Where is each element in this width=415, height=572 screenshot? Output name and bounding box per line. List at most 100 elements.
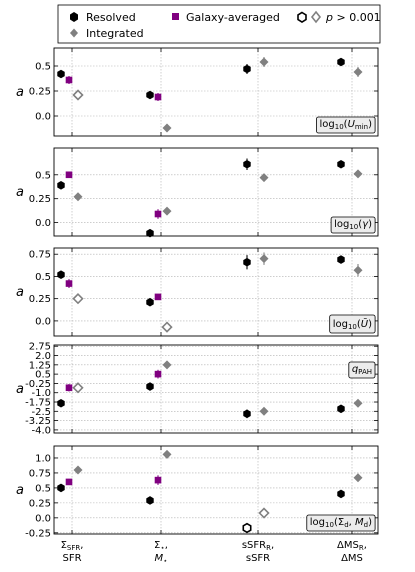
- data-point-integrated: [258, 507, 270, 519]
- data-point-integrated: [161, 321, 173, 333]
- chart-panel: 2.752.01.250.5-0.25-1.0-1.75-2.5-3.25-4.…: [16, 342, 379, 436]
- y-tick-label: 0.75: [29, 468, 51, 479]
- y-axis-label: a: [16, 185, 24, 200]
- panel-label-text: log10(Ū): [333, 317, 372, 331]
- y-tick-label: 0.0: [35, 316, 51, 327]
- y-tick-label: 0.5: [35, 370, 51, 381]
- y-axis-label: a: [16, 483, 24, 498]
- data-point-integrated: [73, 465, 83, 475]
- legend-marker-galaxy-averaged: [172, 13, 179, 20]
- legend-label-integrated: Integrated: [86, 27, 144, 40]
- legend: Resolved Integrated Galaxy-averaged p > …: [57, 4, 381, 44]
- panel-label-text: qPAH: [352, 364, 372, 376]
- data-point-galaxy-averaged: [65, 384, 73, 392]
- data-point-resolved: [337, 57, 345, 67]
- y-tick-label: -3.25: [25, 416, 51, 427]
- y-tick-label: 2.75: [29, 342, 51, 353]
- data-point-integrated: [162, 123, 172, 133]
- panel-label-box: [316, 116, 376, 134]
- data-point-resolved: [146, 228, 154, 238]
- legend-label-galaxy-averaged: Galaxy-averaged: [186, 11, 280, 24]
- chart-panel: 0.5 0.25 0.0 a log10(γ): [16, 147, 379, 238]
- chart-panel: 0.75 0.5 0.25 0.0 a log10(Ū): [16, 247, 379, 337]
- data-point-resolved: [243, 64, 251, 74]
- y-tick-label: -0.25: [25, 379, 51, 390]
- legend-item-galaxy-averaged: Galaxy-averaged: [172, 11, 280, 24]
- y-tick-label: 0.25: [29, 194, 51, 205]
- data-point-galaxy-averaged: [154, 370, 162, 378]
- x-tick-label-line2: sSFR: [246, 553, 270, 564]
- data-point-resolved: [57, 398, 65, 408]
- legend-item-nonsignificant: p > 0.001: [297, 10, 381, 24]
- legend-item-resolved: Resolved: [70, 11, 136, 24]
- data-point-galaxy-averaged: [65, 76, 73, 84]
- legend-marker-resolved: [70, 12, 78, 22]
- panel-frame: [53, 344, 379, 434]
- y-tick-label: 0.5: [35, 483, 51, 494]
- x-tick-label-line1: Σ⋆,: [154, 540, 168, 552]
- data-point-integrated: [259, 406, 269, 416]
- data-point-integrated: [353, 473, 363, 483]
- panel-label: qPAH: [348, 361, 376, 379]
- y-axis-label: a: [16, 285, 24, 300]
- chart-panel: 0.5 0.25 0.0 a log10(Umin): [16, 47, 379, 137]
- y-tick-label: -0.25: [25, 528, 51, 539]
- x-tick-labels: ΣSFR,SFR Σ⋆,M⋆ sSFRR,sSFR ΔMSR,ΔMS: [61, 540, 367, 565]
- panel-label-box: [330, 216, 376, 234]
- data-point-galaxy-averaged: [65, 280, 73, 287]
- data-point-integrated: [259, 254, 269, 264]
- y-tick-label: -4.0: [31, 425, 51, 436]
- legend-label-resolved: Resolved: [86, 11, 136, 24]
- legend-marker-integrated: [70, 28, 78, 38]
- y-tick-label: 0.0: [35, 218, 51, 229]
- data-point-resolved: [146, 382, 154, 391]
- panel-frame: [53, 47, 379, 137]
- data-point-resolved: [57, 181, 65, 190]
- panel-label-text: log10(Umin): [319, 119, 372, 131]
- data-point-resolved: [337, 489, 345, 499]
- x-tick-label-line2: M⋆: [154, 553, 167, 565]
- data-point-integrated: [162, 360, 172, 370]
- y-tick-label: 0.0: [35, 112, 51, 123]
- data-point-galaxy-averaged: [154, 293, 162, 301]
- y-axis-label: a: [16, 85, 24, 100]
- y-tick-label: -1.0: [31, 388, 51, 399]
- chart-panel: 1.0 0.75 0.5 0.25 0.0 -0.25 a log10(Σd, Md): [16, 445, 379, 539]
- data-point-resolved: [337, 255, 345, 264]
- data-point-integrated: [162, 449, 172, 459]
- y-tick-label: 0.75: [29, 250, 51, 261]
- data-point-integrated: [259, 173, 269, 183]
- panel-label-text: log10(Σd, Md): [310, 517, 372, 529]
- panel-label-text: log10(γ): [334, 219, 372, 231]
- legend-marker-open-diamond: [310, 10, 322, 24]
- data-point-integrated: [353, 265, 363, 275]
- y-axis-label: a: [16, 382, 24, 397]
- y-tick-label: 1.0: [35, 453, 51, 464]
- legend-label-nonsignificant: p > 0.001: [325, 11, 381, 24]
- data-point-integrated: [162, 206, 172, 216]
- data-point-resolved: [146, 496, 154, 505]
- data-point-integrated: [73, 192, 83, 202]
- data-point-resolved: [146, 90, 154, 100]
- data-point-resolved: [146, 297, 154, 307]
- panel-label: log10(Ū): [329, 314, 376, 334]
- data-point-resolved: [243, 257, 251, 267]
- data-point-integrated: [353, 67, 363, 77]
- data-point-galaxy-averaged: [65, 478, 73, 486]
- legend-frame: [57, 4, 381, 44]
- x-tick-label-line1: ΔMSR,: [337, 540, 367, 552]
- y-tick-label: 0.5: [35, 170, 51, 181]
- panel-frame: [53, 147, 379, 237]
- panel-label: log10(γ): [330, 216, 376, 234]
- y-tick-label: -1.75: [25, 398, 51, 409]
- y-tick-label: 0.0: [35, 513, 51, 524]
- panel-label: log10(Σd, Md): [306, 514, 376, 532]
- data-point-resolved: [242, 522, 252, 534]
- data-point-integrated: [72, 382, 84, 394]
- data-point-galaxy-averaged: [154, 93, 162, 101]
- y-tick-label: 2.0: [35, 351, 51, 362]
- panel-label: log10(Umin): [316, 116, 376, 134]
- panels-group: 0.5 0.25 0.0 a log10(Umin) 0.5 0.25 0.0 a log10(γ…: [16, 47, 379, 539]
- y-tick-label: 0.25: [29, 87, 51, 98]
